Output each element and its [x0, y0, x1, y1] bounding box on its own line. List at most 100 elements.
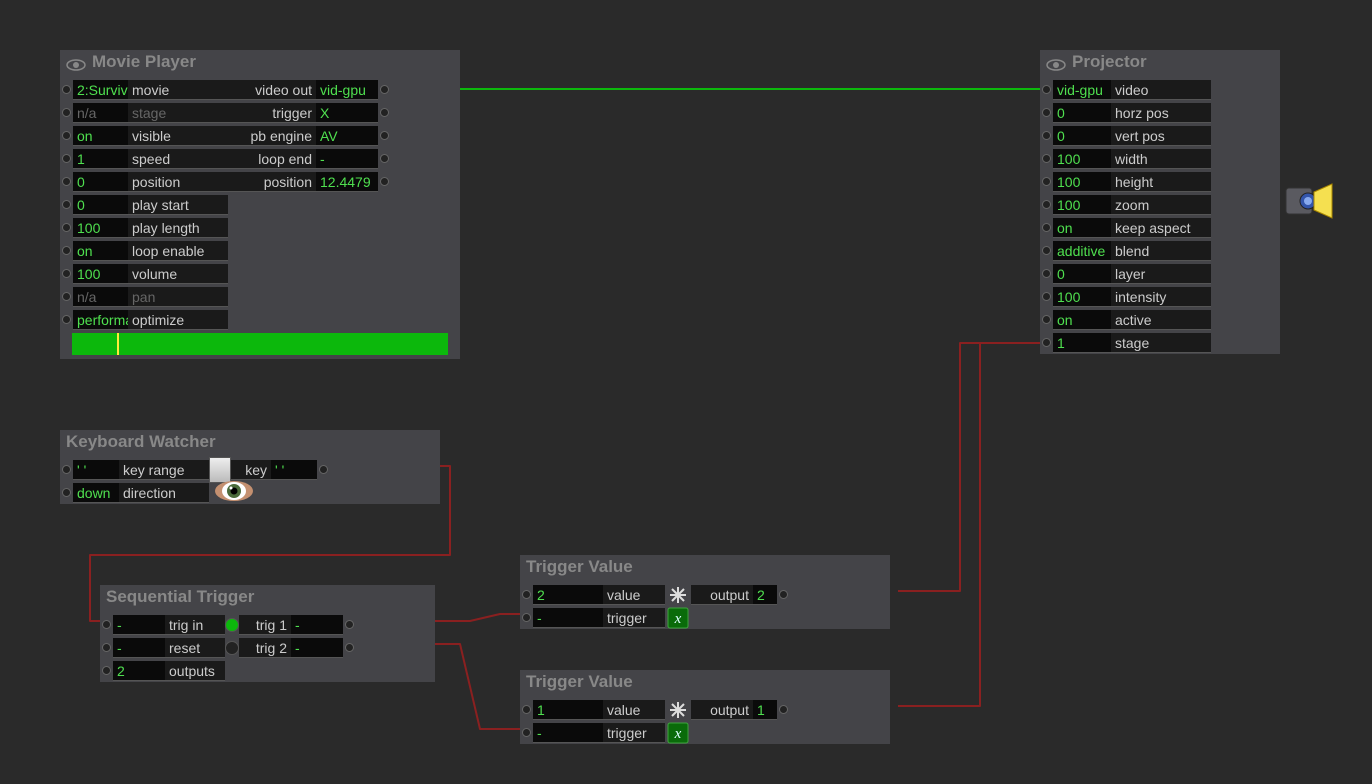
value-field[interactable]: 12.4479 [316, 172, 378, 192]
input-port[interactable] [1042, 269, 1051, 278]
output-port[interactable] [779, 590, 788, 599]
input-port[interactable] [522, 705, 531, 714]
value-field[interactable]: 2 [753, 585, 777, 605]
input-port[interactable] [62, 269, 71, 278]
value-field[interactable]: n/a [73, 103, 128, 123]
sequential-trigger-node[interactable]: Sequential Trigger - trig in trig 1 - - … [100, 585, 435, 682]
input-port[interactable] [62, 246, 71, 255]
value-field[interactable]: on [73, 126, 128, 146]
value-field[interactable]: X [316, 103, 378, 123]
input-port[interactable] [1042, 85, 1051, 94]
output-port[interactable] [345, 643, 354, 652]
value-field[interactable]: - [533, 723, 603, 743]
value-field[interactable]: 0 [1053, 264, 1111, 284]
value-field[interactable]: n/a [73, 287, 128, 307]
movie-progress-bar[interactable] [72, 333, 448, 355]
keyboard-watcher-node[interactable]: Keyboard Watcher ' ' key range key ' ' d… [60, 430, 440, 504]
value-field[interactable]: performa [73, 310, 128, 330]
input-port[interactable] [62, 223, 71, 232]
value-field[interactable]: - [316, 149, 378, 169]
projector-node[interactable]: Projector vid-gpu video 0 horz pos 0 ver… [1040, 50, 1280, 354]
input-port[interactable] [1042, 154, 1051, 163]
trigger-value-node[interactable]: Trigger Value 1 value output 1 - trigger… [520, 670, 890, 744]
input-port[interactable] [62, 315, 71, 324]
value-field[interactable]: down [73, 483, 119, 503]
input-port[interactable] [62, 465, 71, 474]
wire[interactable] [898, 343, 1052, 591]
value-field[interactable]: - [113, 638, 165, 658]
input-port[interactable] [62, 200, 71, 209]
input-port[interactable] [62, 177, 71, 186]
movie-player-node[interactable]: Movie Player 2:Surviv movie video out vi… [60, 50, 460, 359]
value-field[interactable]: 100 [1053, 287, 1111, 307]
value-field[interactable]: 1 [753, 700, 777, 720]
input-port[interactable] [1042, 315, 1051, 324]
value-field[interactable]: 100 [1053, 172, 1111, 192]
value-field[interactable]: 0 [1053, 103, 1111, 123]
input-port[interactable] [1042, 108, 1051, 117]
input-port[interactable] [102, 620, 111, 629]
input-port[interactable] [1042, 338, 1051, 347]
input-port[interactable] [102, 643, 111, 652]
value-field[interactable]: vid-gpu [1053, 80, 1111, 100]
value-field[interactable]: 2 [533, 585, 603, 605]
value-field[interactable]: 100 [1053, 195, 1111, 215]
value-field[interactable]: on [1053, 218, 1111, 238]
input-port[interactable] [62, 488, 71, 497]
asterisk-icon [665, 585, 691, 605]
value-field[interactable]: 0 [1053, 126, 1111, 146]
value-field[interactable]: on [1053, 310, 1111, 330]
wire[interactable] [898, 343, 1052, 706]
input-port[interactable] [522, 613, 531, 622]
value-field[interactable]: - [291, 615, 343, 635]
wire[interactable] [435, 614, 532, 621]
input-port[interactable] [1042, 292, 1051, 301]
value-field[interactable]: 100 [73, 264, 128, 284]
param-row: vid-gpu video [1040, 78, 1280, 101]
input-port[interactable] [1042, 200, 1051, 209]
trigger-value-node[interactable]: Trigger Value 2 value output 2 - trigger… [520, 555, 890, 629]
value-field[interactable]: 100 [1053, 149, 1111, 169]
input-port[interactable] [62, 108, 71, 117]
value-field[interactable]: - [113, 615, 165, 635]
input-port[interactable] [522, 590, 531, 599]
input-port[interactable] [62, 85, 71, 94]
value-field[interactable]: AV [316, 126, 378, 146]
param-label: position [228, 172, 316, 192]
value-field[interactable]: - [533, 608, 603, 628]
output-port[interactable] [779, 705, 788, 714]
input-port[interactable] [1042, 246, 1051, 255]
value-field[interactable]: 1 [1053, 333, 1111, 353]
output-port[interactable] [319, 465, 328, 474]
value-field[interactable]: 1 [73, 149, 128, 169]
param-row: n/a pan [60, 285, 460, 308]
input-port[interactable] [62, 292, 71, 301]
value-field[interactable]: ' ' [271, 460, 317, 480]
input-port[interactable] [522, 728, 531, 737]
value-field[interactable]: 100 [73, 218, 128, 238]
value-field[interactable]: 0 [73, 195, 128, 215]
input-port[interactable] [102, 666, 111, 675]
input-port[interactable] [62, 131, 71, 140]
input-port[interactable] [1042, 131, 1051, 140]
output-port[interactable] [380, 131, 389, 140]
value-field[interactable]: 2:Surviv [73, 80, 128, 100]
value-field[interactable]: 1 [533, 700, 603, 720]
value-field[interactable]: 0 [73, 172, 128, 192]
input-port[interactable] [1042, 177, 1051, 186]
value-field[interactable]: vid-gpu [316, 80, 378, 100]
output-port[interactable] [380, 177, 389, 186]
value-field[interactable]: on [73, 241, 128, 261]
output-port[interactable] [380, 154, 389, 163]
wire[interactable] [435, 644, 532, 729]
output-port[interactable] [380, 108, 389, 117]
kw-row-direction: down direction [60, 481, 440, 504]
input-port[interactable] [62, 154, 71, 163]
input-port[interactable] [1042, 223, 1051, 232]
value-field[interactable]: ' ' [73, 460, 119, 480]
value-field[interactable]: - [291, 638, 343, 658]
value-field[interactable]: additive [1053, 241, 1111, 261]
output-port[interactable] [345, 620, 354, 629]
output-port[interactable] [380, 85, 389, 94]
value-field[interactable]: 2 [113, 661, 165, 681]
